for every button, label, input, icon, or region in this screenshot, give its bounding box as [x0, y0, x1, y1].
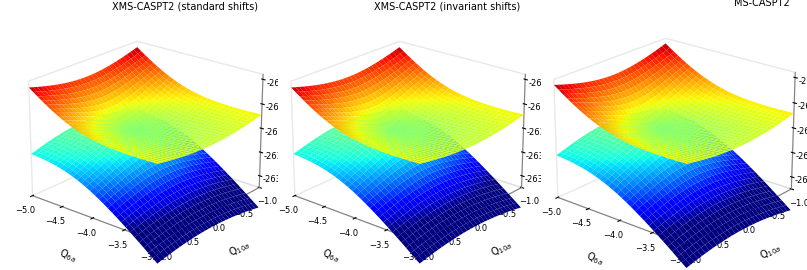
- Text: XMS-CASPT2 (invariant shifts): XMS-CASPT2 (invariant shifts): [374, 2, 520, 12]
- Text: MS-CASPT2: MS-CASPT2: [734, 0, 790, 8]
- Y-axis label: Q$_{10a}$: Q$_{10a}$: [227, 238, 253, 260]
- X-axis label: Q$_{6a}$: Q$_{6a}$: [320, 246, 341, 265]
- Y-axis label: Q$_{10a}$: Q$_{10a}$: [757, 240, 783, 262]
- X-axis label: Q$_{6a}$: Q$_{6a}$: [584, 249, 606, 268]
- Y-axis label: Q$_{10a}$: Q$_{10a}$: [489, 238, 515, 260]
- Text: XMS-CASPT2 (standard shifts): XMS-CASPT2 (standard shifts): [111, 2, 257, 12]
- X-axis label: Q$_{6a}$: Q$_{6a}$: [57, 246, 79, 265]
